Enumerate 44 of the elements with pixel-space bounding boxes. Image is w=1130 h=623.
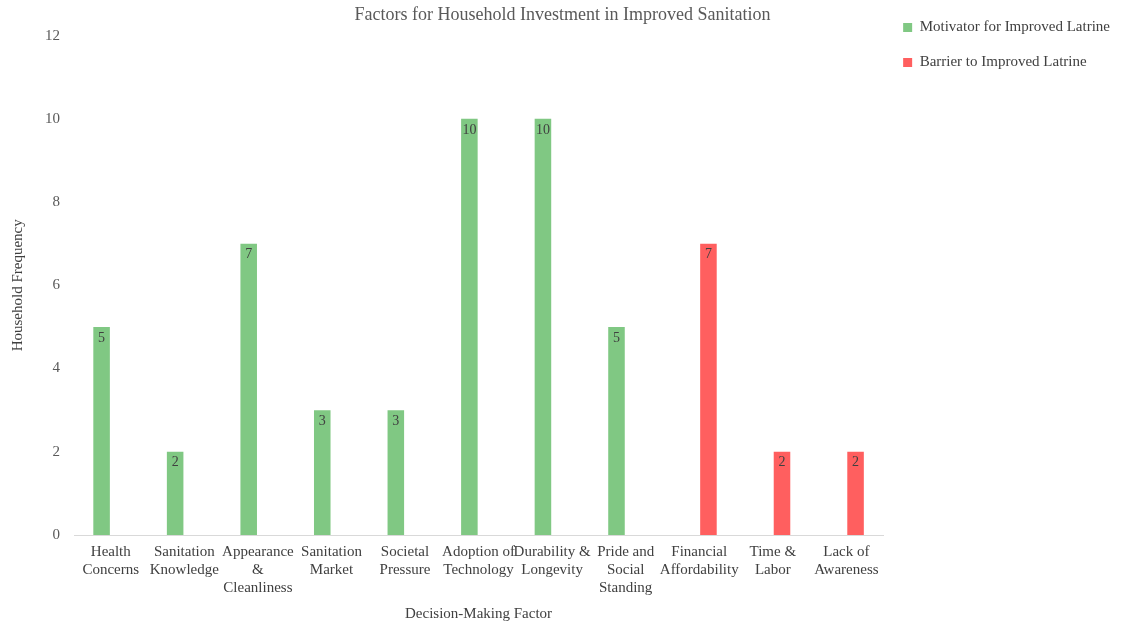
x-tick-label: Adoption of Technology (442, 542, 516, 577)
x-tick-label: Sanitation Market (301, 542, 363, 577)
y-tick-label: 12 (45, 26, 60, 43)
x-axis-title: Decision-Making Factor (405, 604, 553, 621)
y-tick-label: 4 (52, 359, 61, 376)
bar (93, 326, 110, 535)
data-label: 7 (704, 246, 712, 262)
data-label: 2 (171, 454, 179, 470)
bar (166, 451, 184, 535)
x-tick-label: Sanitation Knowledge (149, 542, 220, 577)
chart-title: Factors for Household Investment in Improved Sanitation (354, 3, 771, 24)
y-tick-label: 0 (52, 525, 60, 542)
data-label: 7 (245, 246, 253, 262)
bar (461, 118, 478, 535)
data-label: 3 (318, 412, 326, 428)
x-tick-label: Pride and Social Standing (597, 542, 655, 595)
legend-label: Motivator for Improved Latrine (919, 18, 1111, 35)
data-label: 5 (612, 329, 620, 345)
y-tick-label: 2 (52, 442, 60, 459)
data-label: 10 (535, 121, 550, 137)
y-tick-label: 6 (52, 276, 61, 293)
data-label: 10 (462, 121, 477, 137)
data-label: 5 (98, 329, 106, 345)
data-label: 2 (778, 454, 786, 470)
bar (847, 451, 864, 535)
x-tick-label: Lack of Awareness (814, 542, 879, 577)
legend-label: Barrier to Improved Latrine (919, 53, 1087, 70)
bar (387, 410, 405, 535)
bar (773, 451, 791, 535)
x-tick-label: Appearance & Cleanliness (222, 542, 295, 595)
y-tick-label: 10 (45, 109, 60, 126)
bar (608, 326, 625, 535)
bar (534, 118, 552, 535)
bar (313, 410, 331, 535)
y-tick-label: 8 (52, 193, 60, 209)
x-tick-label: Health Concerns (82, 542, 140, 577)
x-tick-label: Financial Affordability (659, 542, 740, 577)
data-label: 3 (392, 412, 400, 428)
x-tick-label: Time & Labor (749, 542, 797, 577)
x-tick-label: Societal Pressure (379, 542, 431, 577)
y-axis-title: Household Frequency (8, 218, 25, 352)
bar (700, 243, 717, 535)
data-label: 2 (852, 454, 860, 470)
bar (240, 243, 257, 535)
